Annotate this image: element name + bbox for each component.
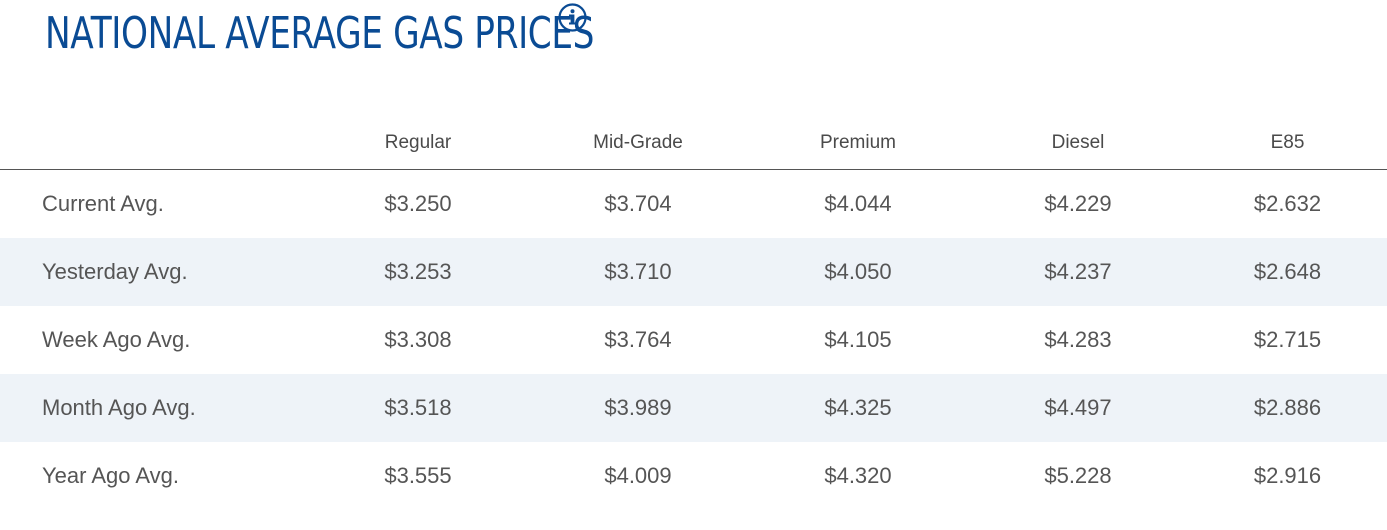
price-diesel: $4.283 bbox=[1044, 327, 1112, 352]
table-row: Year Ago Avg. $3.555 $4.009 $4.320 $5.22… bbox=[0, 442, 1387, 510]
price-mid-grade: $3.764 bbox=[604, 327, 672, 352]
price-mid-grade: $4.009 bbox=[604, 463, 672, 488]
price-regular: $3.555 bbox=[384, 463, 452, 488]
table-header-row: Regular Mid-Grade Premium Diesel E85 bbox=[0, 116, 1387, 170]
price-e85: $2.648 bbox=[1188, 238, 1387, 306]
price-diesel: $5.228 bbox=[1044, 463, 1112, 488]
price-e85: $2.715 bbox=[1253, 327, 1322, 352]
price-e85: $2.916 bbox=[1253, 463, 1322, 488]
gas-price-table: Regular Mid-Grade Premium Diesel E85 Cur… bbox=[0, 116, 1387, 510]
info-icon[interactable] bbox=[558, 3, 587, 32]
column-header-mid-grade: Mid-Grade bbox=[528, 116, 748, 170]
row-label: Week Ago Avg. bbox=[42, 327, 191, 352]
row-label: Current Avg. bbox=[42, 191, 164, 216]
price-regular: $3.518 bbox=[308, 374, 528, 442]
column-header-diesel: Diesel bbox=[968, 116, 1188, 170]
table-row: Yesterday Avg. $3.253 $3.710 $4.050 $4.2… bbox=[0, 238, 1387, 306]
table-row: Current Avg. $3.250 $3.704 $4.044 $4.229… bbox=[0, 170, 1387, 239]
price-diesel: $4.229 bbox=[1044, 191, 1112, 216]
price-regular: $3.308 bbox=[384, 327, 452, 352]
column-header-premium: Premium bbox=[748, 116, 968, 170]
row-label: Yesterday Avg. bbox=[0, 238, 308, 306]
info-icon-graphic bbox=[558, 3, 587, 32]
price-mid-grade: $3.989 bbox=[528, 374, 748, 442]
row-label: Year Ago Avg. bbox=[42, 463, 180, 488]
price-premium: $4.325 bbox=[748, 374, 968, 442]
price-mid-grade: $3.704 bbox=[604, 191, 672, 216]
price-e85: $2.886 bbox=[1188, 374, 1387, 442]
price-e85: $2.632 bbox=[1253, 191, 1322, 216]
table-row: Week Ago Avg. $3.308 $3.764 $4.105 $4.28… bbox=[0, 306, 1387, 374]
price-diesel: $4.497 bbox=[968, 374, 1188, 442]
price-regular: $3.253 bbox=[308, 238, 528, 306]
price-diesel: $4.237 bbox=[968, 238, 1188, 306]
title-area: NATIONAL AVERAGE GAS PRICES bbox=[45, 4, 749, 64]
price-premium: $4.105 bbox=[824, 327, 892, 352]
table-row: Month Ago Avg. $3.518 $3.989 $4.325 $4.4… bbox=[0, 374, 1387, 442]
column-header-label bbox=[0, 116, 308, 170]
row-label: Month Ago Avg. bbox=[0, 374, 308, 442]
price-premium: $4.320 bbox=[824, 463, 892, 488]
price-premium: $4.050 bbox=[748, 238, 968, 306]
price-regular: $3.250 bbox=[384, 191, 452, 216]
column-header-regular: Regular bbox=[308, 116, 528, 170]
price-mid-grade: $3.710 bbox=[528, 238, 748, 306]
page-title: NATIONAL AVERAGE GAS PRICES bbox=[45, 8, 595, 59]
column-header-e85: E85 bbox=[1188, 116, 1387, 170]
price-premium: $4.044 bbox=[824, 191, 892, 216]
